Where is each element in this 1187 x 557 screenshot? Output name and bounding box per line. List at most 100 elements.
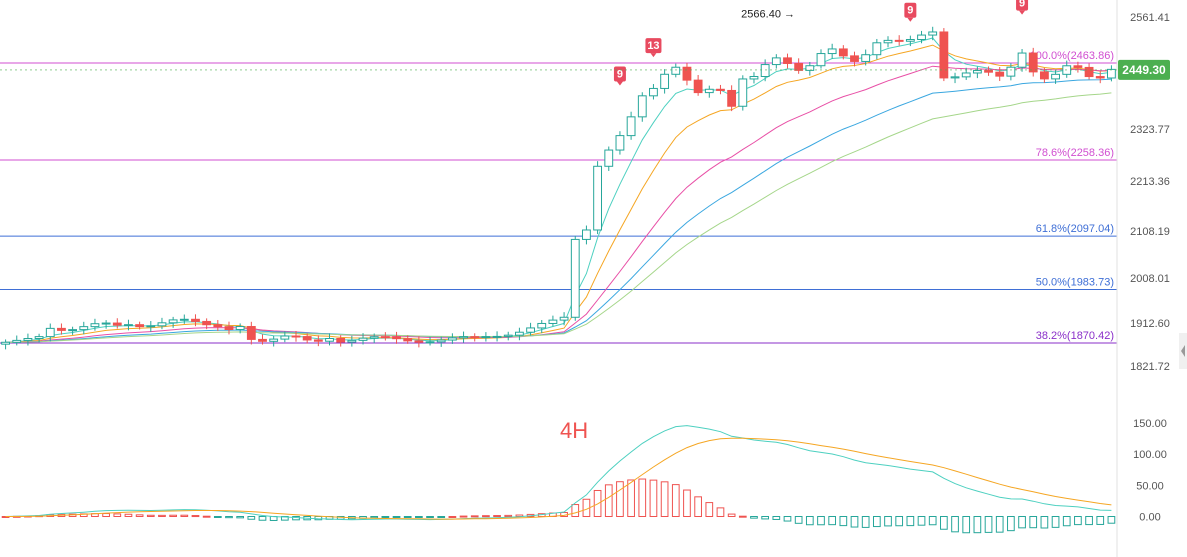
indicator-tick-label: 150.00	[1133, 418, 1167, 430]
candle	[838, 45, 848, 60]
macd-histogram-bar	[459, 515, 468, 518]
candle	[984, 66, 993, 76]
price-tick-label: 1912.60	[1130, 318, 1170, 330]
candle	[570, 235, 580, 321]
candle	[693, 74, 703, 96]
candle	[235, 323, 245, 334]
candle	[805, 61, 815, 76]
candle	[604, 146, 614, 171]
candle	[291, 330, 301, 342]
price-tick-label: 2561.41	[1130, 12, 1170, 24]
candle	[548, 315, 558, 327]
macd-histogram-bar	[973, 516, 982, 534]
candle	[872, 38, 882, 60]
macd-histogram-bar	[1074, 516, 1082, 526]
candle	[671, 63, 681, 78]
macd-histogram-bar	[135, 514, 144, 517]
macd-histogram-bar	[392, 516, 401, 518]
macd-histogram-bar	[750, 516, 758, 519]
candle	[101, 320, 111, 329]
td-marker-label: 9	[617, 68, 623, 80]
macd-histogram-bar	[660, 481, 669, 517]
candle	[894, 35, 904, 46]
candle	[425, 336, 435, 346]
macd-histogram-bar	[426, 516, 434, 518]
candle	[492, 331, 502, 342]
td-sequential-marker: 13	[645, 38, 662, 58]
ma-slow-line	[5, 65, 1112, 343]
candle	[704, 85, 714, 98]
macd-histogram-bar	[493, 515, 501, 518]
candle	[682, 62, 692, 86]
candle	[526, 322, 535, 336]
macd-histogram-bar	[694, 496, 702, 517]
candle	[135, 321, 145, 330]
candle	[79, 321, 89, 335]
macd-histogram-bar	[1051, 516, 1060, 528]
macd-panel: 150.00 100.00 50.00 0.00	[1, 418, 1167, 534]
fib-label: 78.6%(2258.36)	[1036, 147, 1114, 159]
macd-histogram-bar	[191, 515, 200, 518]
macd-histogram-bar	[470, 515, 479, 518]
candle	[928, 26, 938, 41]
indicator-tick-label: 100.00	[1133, 449, 1167, 461]
td-marker-label: 9	[1019, 0, 1025, 10]
macd-histogram-bar	[828, 516, 837, 526]
price-tick-label: 2108.19	[1130, 226, 1170, 238]
candle	[347, 335, 357, 347]
candle	[1107, 65, 1116, 82]
candle	[157, 317, 167, 330]
candlesticks	[1, 26, 1116, 350]
fib-level: 61.8%(2097.04)	[0, 223, 1117, 237]
macd-histogram-bar	[370, 516, 379, 519]
candle	[827, 43, 837, 59]
candle	[503, 331, 513, 341]
moving-averages	[5, 37, 1112, 343]
candle	[213, 319, 223, 331]
candle	[727, 85, 737, 112]
macd-histogram-bar	[482, 515, 490, 518]
macd-histogram-bar	[940, 516, 948, 530]
candle	[794, 58, 804, 74]
candle	[939, 28, 949, 82]
macd-histogram-bar	[213, 516, 222, 518]
candle	[45, 323, 55, 342]
candle	[269, 335, 279, 347]
candle	[403, 335, 413, 344]
candle	[1073, 61, 1083, 73]
macd-histogram-bar	[381, 516, 390, 518]
macd-histogram-bar	[1085, 516, 1093, 526]
candle	[146, 321, 156, 332]
macd-histogram-bar	[571, 504, 580, 517]
candle	[615, 131, 625, 155]
td-sequential-marker: 9	[904, 2, 917, 22]
macd-histogram-bar	[850, 516, 859, 528]
macd-histogram-bar	[247, 516, 256, 520]
macd-histogram-bar	[772, 516, 781, 520]
candle	[816, 49, 826, 69]
macd-histogram-bar	[1107, 516, 1116, 524]
candle	[112, 318, 122, 329]
candle	[246, 321, 256, 345]
collapse-handle[interactable]	[1179, 333, 1187, 369]
candle	[280, 331, 290, 343]
macd-histogram-bar	[839, 516, 848, 527]
macd-histogram-bar	[113, 513, 122, 517]
macd-histogram-bar	[872, 516, 881, 528]
candle	[905, 35, 915, 47]
candle	[1, 339, 10, 350]
macd-histogram-bar	[783, 516, 792, 522]
fib-label: 100.0%(2463.86)	[1030, 50, 1114, 62]
macd-histogram-bar	[895, 516, 904, 527]
macd-histogram-bar	[1040, 516, 1049, 529]
fib-label: 61.8%(2097.04)	[1036, 223, 1114, 235]
candle	[861, 49, 871, 66]
macd-histogram-bar	[1029, 516, 1038, 529]
candle	[224, 321, 234, 335]
macd-histogram-bar	[716, 507, 725, 517]
candle	[514, 327, 524, 341]
candle	[358, 333, 368, 345]
fibonacci-levels: 100.0%(2463.86) 78.6%(2258.36) 61.8%(2097.…	[0, 50, 1117, 344]
current-price-label: 2449.30	[1122, 63, 1166, 77]
candle	[23, 333, 33, 346]
